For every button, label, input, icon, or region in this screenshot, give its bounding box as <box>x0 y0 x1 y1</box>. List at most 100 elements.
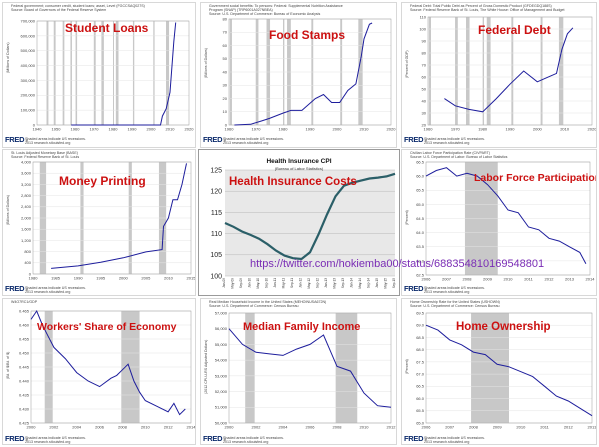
x-tick-label: 2000 <box>147 127 157 132</box>
x-tick-label: 2020 <box>387 127 397 132</box>
y-tick-label: 65.5 <box>416 408 425 413</box>
median-income-title: Median Family Income <box>243 321 361 333</box>
workers-share-ylabel: (Bil. of $/Bil. of $) <box>6 351 10 379</box>
recession-band <box>53 21 56 125</box>
x-tick-label: 2012 <box>545 277 555 282</box>
x-tick-label: 1990 <box>128 127 138 132</box>
recession-band <box>558 17 564 125</box>
panel-labor-force: 62.5 63.0 63.5 64.0 64.5 65.0 65.5 66.0 66.5 2006… <box>401 149 597 296</box>
recession-band <box>75 21 78 125</box>
y-tick-label: 50 <box>422 86 427 91</box>
panel-median-income: 50,000 51,000 52,000 53,000 54,000 55,000 56,0… <box>200 298 397 445</box>
x-tick-label: 1980 <box>279 127 289 132</box>
plot-frame <box>427 16 593 126</box>
recession-band <box>335 313 358 423</box>
y-tick-label: 69.0 <box>416 323 425 328</box>
y-tick-label: 56,000 <box>215 326 228 331</box>
y-tick-label: 2,800 <box>21 193 32 198</box>
x-tick-label: Jan-10 <box>248 278 252 288</box>
x-tick-label: 2012 <box>164 425 174 430</box>
y-tick-label: 66.0 <box>416 174 425 179</box>
x-tick-label: 2015 <box>187 276 196 281</box>
fred-logo: FRED● <box>203 434 226 443</box>
fred-logo: FRED● <box>5 284 28 293</box>
x-tick-label: Sep-09 <box>239 278 243 289</box>
y-tick-label: 0.430 <box>19 406 30 411</box>
plot-frame <box>425 161 591 276</box>
x-tick-label: 2013 <box>588 425 597 430</box>
home-ownership-title: Home Ownership <box>456 321 551 333</box>
y-tick-label: 0.460 <box>19 322 30 327</box>
y-tick-label: 1,600 <box>21 227 32 232</box>
x-tick-label: 2002 <box>252 425 262 430</box>
x-tick-label: 2000 <box>533 127 543 132</box>
federal-debt-footer: Shaded areas indicate US recessions. 2013… <box>424 137 485 146</box>
x-tick-label: 2009 <box>493 425 503 430</box>
y-tick-label: 800 <box>24 249 31 254</box>
money-printing-footer: Shaded areas indicate US recessions. 2013… <box>25 286 86 295</box>
y-tick-label: 60 <box>422 74 427 79</box>
panel-federal-debt: 20 30 40 50 60 70 80 90 100 110 1960 1970 1980 1990 20… <box>401 2 597 148</box>
x-tick-label: 1940 <box>33 127 43 132</box>
y-tick-label: 66.0 <box>416 396 425 401</box>
x-tick-label: 2011 <box>540 425 549 430</box>
series-line <box>234 22 373 126</box>
x-tick-label: 1970 <box>90 127 100 132</box>
y-tick-label: 120 <box>210 189 222 196</box>
x-tick-label: 2006 <box>95 425 105 430</box>
labor-force-title: Labor Force Participation <box>474 172 597 184</box>
x-tick-label: 2010 <box>504 277 514 282</box>
food-stamps-ylabel: (Billions of Dollars) <box>204 48 208 78</box>
y-tick-label: 69.5 <box>416 310 425 315</box>
panel-money-printing: 0 400 800 1,200 1,600 2,000 2,400 2,800 3,200 3,6… <box>2 149 196 296</box>
y-tick-label: 51,000 <box>215 405 228 410</box>
food-stamps-title: Food Stamps <box>269 28 346 42</box>
student-loans-footer: Shaded areas indicate US recessions. 2013… <box>25 137 86 146</box>
recession-band <box>455 17 458 125</box>
federal-debt-chart: 20 30 40 50 60 70 80 90 100 110 1960 1970 1980 1990 20… <box>419 14 597 132</box>
median-income-chart: 50,000 51,000 52,000 53,000 54,000 55,000 56,0… <box>215 310 396 430</box>
student-loans-chart: 0 100,000 200,000 300,000 400,000 500,000 600,… <box>21 18 195 132</box>
panel-food-stamps: 0 10 20 30 40 50 60 70 80 1960 1970 1980 1990 2000 201… <box>200 2 397 148</box>
x-tick-label: Jan-14 <box>350 278 354 288</box>
panel-workers-share: 0.425 0.430 0.435 0.440 0.445 0.450 0.455 0.460… <box>2 298 196 445</box>
student-loans-meta: Federal government; consumer credit, stu… <box>11 4 145 13</box>
x-tick-label: 2000 <box>333 127 343 132</box>
x-tick-label: 1950 <box>52 127 62 132</box>
y-tick-label: 100 <box>210 273 222 280</box>
y-tick-label: 63.5 <box>416 244 425 249</box>
y-tick-label: 30 <box>422 110 427 115</box>
x-tick-label: 1980 <box>478 127 488 132</box>
x-tick-label: 1970 <box>451 127 461 132</box>
x-tick-label: 2020 <box>588 127 597 132</box>
home-ownership-footer: Shaded areas indicate US recessions. 2013… <box>424 436 485 445</box>
recession-band <box>245 313 255 423</box>
x-tick-label: 2000 <box>119 276 129 281</box>
health-insurance-chart: 100 105 110 115 120 125 Jan-09 May-09 Sep-09 Jan-… <box>210 167 396 289</box>
recession-band <box>101 21 104 125</box>
y-tick-label: 62.5 <box>416 272 425 277</box>
y-tick-label: 55,000 <box>215 342 228 347</box>
y-tick-label: 30 <box>223 83 228 88</box>
recession-band <box>471 313 509 423</box>
x-tick-label: 2006 <box>422 425 432 430</box>
y-tick-label: 125 <box>210 167 222 174</box>
labor-force-chart: 62.5 63.0 63.5 64.0 64.5 65.0 65.5 66.0 66.5 2006… <box>416 159 596 282</box>
y-tick-label: 100,000 <box>21 108 36 113</box>
y-tick-label: 64.0 <box>416 230 425 235</box>
x-tick-label: 2004 <box>279 425 289 430</box>
health-insurance-chart-subtitle: (Bureau of Labor Statistics) <box>274 166 324 171</box>
x-tick-label: Jan-12 <box>299 278 303 288</box>
y-tick-label: 115 <box>211 210 222 217</box>
y-tick-label: 64.5 <box>416 216 425 221</box>
health-insurance-title: Health Insurance Costs <box>229 176 357 188</box>
x-tick-label: 1995 <box>96 276 106 281</box>
y-tick-label: 400 <box>24 260 31 265</box>
federal-debt-meta: Federal Debt: Total Public Debt as Perce… <box>410 4 565 13</box>
fred-logo: FRED● <box>203 135 226 144</box>
y-tick-label: 400,000 <box>21 63 36 68</box>
y-tick-label: 200,000 <box>21 93 36 98</box>
x-tick-label: 2014 <box>586 277 596 282</box>
y-tick-label: 40 <box>422 98 427 103</box>
y-tick-label: 2,400 <box>21 204 32 209</box>
